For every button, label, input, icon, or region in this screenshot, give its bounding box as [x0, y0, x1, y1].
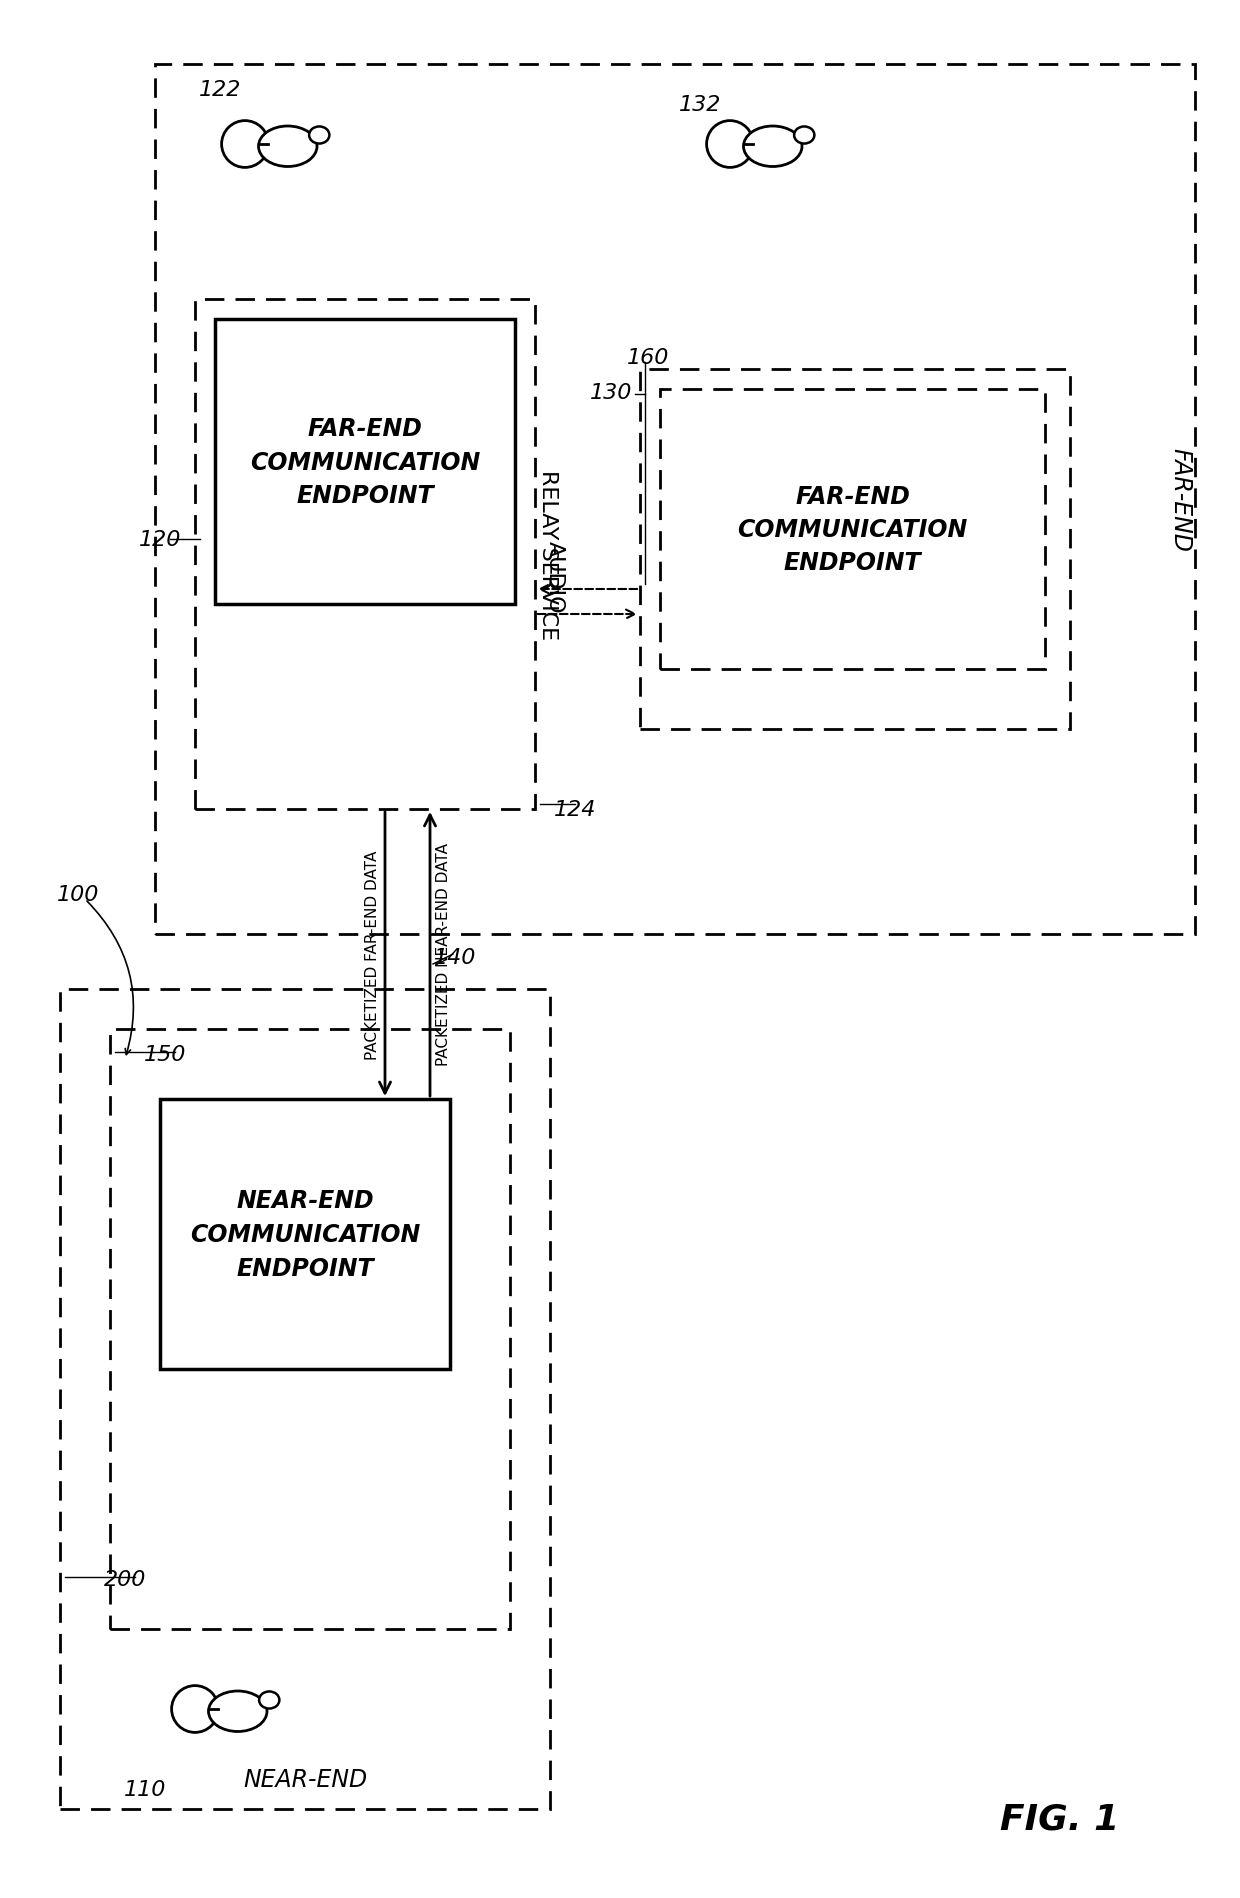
Text: 200: 200 — [104, 1570, 146, 1589]
Text: 100: 100 — [57, 884, 99, 905]
Text: 132: 132 — [678, 95, 722, 116]
Text: 124: 124 — [554, 799, 596, 820]
Ellipse shape — [258, 127, 317, 167]
Bar — [640, 370, 1070, 729]
Text: NEAR-END
COMMUNICATION
ENDPOINT: NEAR-END COMMUNICATION ENDPOINT — [190, 1188, 420, 1279]
Text: 150: 150 — [144, 1044, 186, 1065]
Text: AUDIO: AUDIO — [546, 541, 565, 613]
Text: 140: 140 — [434, 947, 476, 968]
Bar — [215, 321, 515, 605]
Text: 122: 122 — [198, 80, 242, 101]
Text: 110: 110 — [124, 1778, 166, 1799]
Text: 120: 120 — [139, 530, 181, 550]
Bar — [660, 389, 1045, 670]
Bar — [60, 989, 551, 1809]
Ellipse shape — [309, 127, 330, 144]
Circle shape — [222, 121, 268, 169]
Text: PACKETIZED NEAR-END DATA: PACKETIZED NEAR-END DATA — [435, 843, 450, 1067]
Text: NEAR-END: NEAR-END — [243, 1767, 367, 1792]
Circle shape — [707, 121, 754, 169]
Text: FAR-END
COMMUNICATION
ENDPOINT: FAR-END COMMUNICATION ENDPOINT — [738, 484, 967, 575]
Ellipse shape — [794, 127, 815, 144]
Text: FAR-END
COMMUNICATION
ENDPOINT: FAR-END COMMUNICATION ENDPOINT — [250, 418, 480, 509]
Text: FIG. 1: FIG. 1 — [1001, 1801, 1120, 1835]
Ellipse shape — [208, 1691, 267, 1731]
Bar — [195, 300, 534, 810]
Text: 130: 130 — [590, 383, 632, 402]
Ellipse shape — [744, 127, 802, 167]
Bar — [155, 65, 1195, 934]
Bar — [110, 1029, 510, 1628]
Text: RELAY SERVICE: RELAY SERVICE — [538, 469, 558, 640]
Text: 160: 160 — [626, 347, 670, 368]
Text: FAR-END: FAR-END — [1168, 448, 1192, 552]
Bar — [160, 1099, 450, 1368]
Text: PACKETIZED FAR-END DATA: PACKETIZED FAR-END DATA — [365, 850, 379, 1059]
Circle shape — [171, 1685, 218, 1733]
Ellipse shape — [259, 1691, 279, 1708]
